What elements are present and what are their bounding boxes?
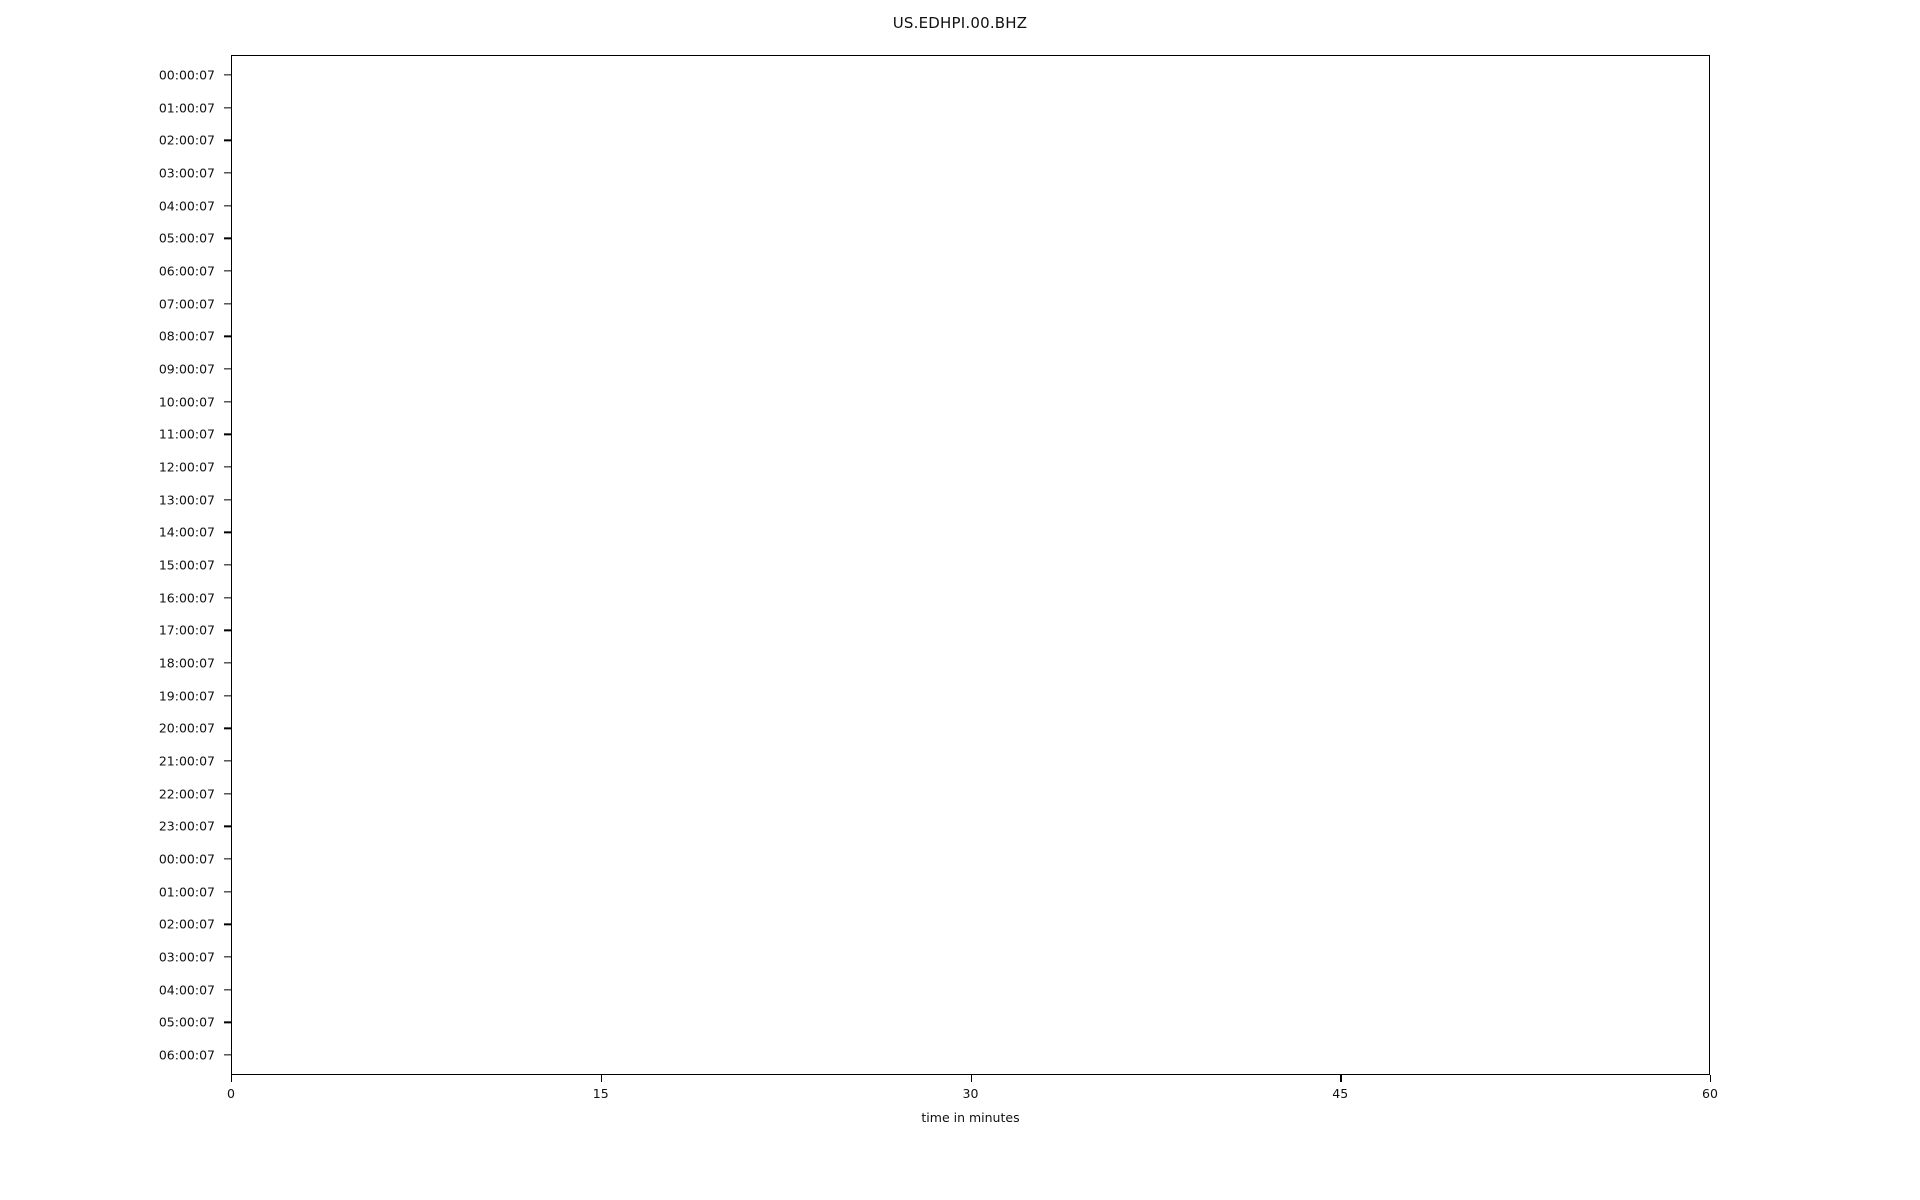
- y-axis-tick-label: 02:00:07: [158, 132, 215, 148]
- y-axis-tick-label: 23:00:07: [158, 818, 215, 834]
- y-axis-tick: [224, 1054, 231, 1056]
- y-axis-tick-label: 07:00:07: [158, 296, 215, 312]
- y-axis-tick-label: 01:00:07: [158, 100, 215, 116]
- y-axis-tick: [224, 989, 231, 991]
- y-axis-tick-label: 06:00:07: [158, 263, 215, 279]
- x-axis-tick-label: 60: [1702, 1086, 1718, 1101]
- plot-border: [231, 55, 1710, 1075]
- x-axis-tick-label: 45: [1332, 1086, 1349, 1101]
- x-axis-tick: [970, 1075, 972, 1082]
- y-axis-tick: [224, 74, 231, 76]
- y-axis-tick: [224, 368, 231, 370]
- y-axis-tick: [224, 956, 231, 958]
- y-axis-tick-label: 17:00:07: [158, 622, 215, 638]
- y-axis-tick: [224, 793, 231, 795]
- y-axis-tick: [224, 531, 231, 533]
- y-axis-tick: [224, 825, 231, 827]
- y-axis-tick-label: 04:00:07: [158, 198, 215, 214]
- y-axis-tick: [224, 270, 231, 272]
- y-axis-tick-label: 18:00:07: [158, 655, 215, 671]
- y-axis-tick-label: 05:00:07: [158, 230, 215, 246]
- y-axis-tick: [224, 629, 231, 631]
- y-axis-tick: [224, 107, 231, 109]
- y-axis-tick-label: 03:00:07: [158, 165, 215, 181]
- y-axis-tick: [224, 433, 231, 435]
- y-axis-tick-label: 16:00:07: [158, 590, 215, 606]
- x-axis-tick: [231, 1075, 233, 1082]
- y-axis-tick: [224, 923, 231, 925]
- y-axis-tick: [224, 237, 231, 239]
- x-axis-title: time in minutes: [921, 1110, 1020, 1125]
- y-axis-tick-label: 04:00:07: [158, 982, 215, 998]
- x-axis-tick: [1710, 1075, 1712, 1082]
- x-axis: 0 15 30 45 60: [227, 1075, 1718, 1135]
- x-axis-tick: [600, 1075, 603, 1082]
- y-axis-tick-label: 00:00:07: [158, 851, 215, 867]
- y-axis-tick-label: 00:00:07: [158, 67, 215, 83]
- y-axis-tick: [224, 727, 231, 729]
- y-axis-tick-label: 22:00:07: [158, 786, 215, 802]
- y-axis-tick-label: 06:00:07: [158, 1047, 215, 1063]
- y-axis-tick: [224, 205, 231, 207]
- y-axis-tick: [224, 760, 231, 762]
- x-axis-tick: [1340, 1075, 1342, 1082]
- y-axis-tick-label: 12:00:07: [158, 459, 215, 475]
- y-axis-tick: [224, 499, 231, 501]
- y-axis-tick: [224, 335, 231, 337]
- y-axis-labels: 00:00:07 01:00:07 02:00:07 03:00:07 04:00:07…: [0, 55, 231, 1075]
- y-axis-tick-label: 08:00:07: [158, 328, 215, 344]
- y-axis-tick-label: 20:00:07: [158, 720, 215, 736]
- y-axis-tick: [224, 401, 231, 403]
- y-axis-tick: [224, 303, 231, 305]
- y-axis-tick: [224, 139, 231, 141]
- y-axis-tick: [224, 1021, 231, 1023]
- plot-area: KURIL ISLANDS, 6.0 mwwNEVADA, 3.1 ml: [231, 55, 1710, 1075]
- y-axis-tick-label: 19:00:07: [158, 688, 215, 704]
- y-axis-tick: [224, 695, 231, 697]
- y-axis-tick: [224, 858, 231, 860]
- y-axis-tick: [224, 466, 231, 468]
- y-axis-tick: [224, 662, 231, 664]
- x-axis-tick-label: 15: [592, 1086, 609, 1101]
- y-axis-tick-label: 11:00:07: [158, 426, 215, 442]
- y-axis-tick-label: 05:00:07: [158, 1014, 215, 1030]
- y-axis-tick-label: 01:00:07: [158, 884, 215, 900]
- x-axis-tick-label: 0: [227, 1086, 235, 1101]
- y-axis-tick-label: 03:00:07: [158, 949, 215, 965]
- y-axis-tick: [224, 597, 231, 599]
- y-axis-tick-label: 15:00:07: [158, 557, 215, 573]
- page-title: US.EDHPI.00.BHZ: [892, 14, 1028, 32]
- y-axis-tick: [224, 891, 231, 893]
- y-axis-tick: [224, 172, 231, 174]
- x-axis-tick-label: 30: [962, 1086, 979, 1101]
- y-axis-tick-label: 02:00:07: [158, 916, 215, 932]
- y-axis-tick-label: 21:00:07: [158, 753, 215, 769]
- y-axis-tick-label: 14:00:07: [158, 524, 215, 540]
- y-axis-tick-label: 09:00:07: [158, 361, 215, 377]
- y-axis-tick-label: 10:00:07: [158, 394, 215, 410]
- y-axis-tick-label: 13:00:07: [158, 492, 215, 508]
- y-axis-tick: [224, 564, 231, 566]
